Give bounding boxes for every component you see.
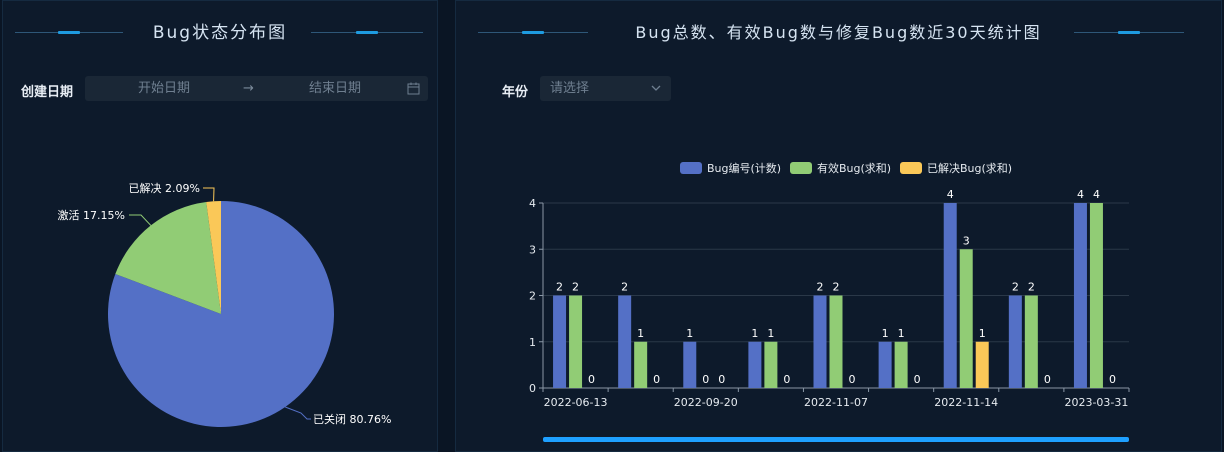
bar-value-label: 4 [947, 188, 954, 201]
bar-value-label: 1 [979, 327, 986, 340]
pie-slice-label: 已解决 2.09% [129, 181, 200, 195]
bar[interactable] [975, 341, 989, 388]
bar-value-label: 0 [653, 373, 660, 386]
end-date-input[interactable]: 结束日期 [309, 81, 362, 96]
y-tick-label: 0 [529, 382, 536, 395]
panel-title: Bug状态分布图 [152, 23, 288, 43]
bar-value-label: 1 [898, 327, 905, 340]
bar[interactable] [764, 341, 778, 388]
pie-slice-label: 激活 17.15% [58, 208, 125, 222]
bar-value-label: 1 [767, 327, 774, 340]
title-decoration-right [311, 31, 423, 34]
bar[interactable] [813, 295, 827, 389]
bar-value-label: 1 [751, 327, 758, 340]
pie-leader-line [129, 214, 152, 226]
bar-value-label: 0 [702, 373, 709, 386]
bar-value-label: 2 [556, 281, 563, 294]
pie-leader-line [203, 187, 215, 202]
bar[interactable] [634, 341, 648, 388]
legend-label[interactable]: 已解决Bug(求和) [927, 161, 1012, 175]
bar-value-label: 4 [1077, 188, 1084, 201]
calendar-icon[interactable] [407, 82, 420, 95]
range-arrow-icon: → [243, 81, 254, 96]
bar[interactable] [878, 341, 892, 388]
legend-label[interactable]: Bug编号(计数) [707, 161, 781, 175]
bug-status-pie-chart: 已关闭 80.76% 激活 17.15% 已解决 2.09% [58, 181, 391, 428]
bar[interactable] [683, 341, 697, 388]
bar[interactable] [829, 295, 843, 389]
bar-value-label: 2 [1028, 281, 1035, 294]
legend-swatch[interactable] [790, 162, 812, 174]
title-decoration-right [1074, 31, 1184, 34]
panel-title-row: Bug状态分布图 [3, 15, 437, 51]
bar-value-label: 2 [572, 281, 579, 294]
bar[interactable] [943, 203, 957, 388]
bar-value-label: 1 [637, 327, 644, 340]
bar[interactable] [1024, 295, 1038, 389]
bug-status-panel: Bug状态分布图 创建日期 开始日期 → 结束日期 已关闭 80.76% 激活 1… [2, 0, 438, 452]
bar[interactable] [959, 249, 973, 388]
bar-value-label: 0 [914, 373, 921, 386]
y-tick-label: 2 [529, 290, 536, 303]
y-tick-label: 4 [529, 197, 536, 210]
bar-value-label: 0 [588, 373, 595, 386]
bar-value-label: 2 [1012, 281, 1019, 294]
panel-title: Bug总数、有效Bug数与修复Bug数近30天统计图 [635, 23, 1042, 42]
bar-value-label: 2 [817, 281, 824, 294]
year-select[interactable]: 请选择 [540, 76, 671, 101]
start-date-input[interactable]: 开始日期 [138, 81, 191, 96]
x-tick-label: 2022-06-13 [544, 396, 608, 409]
date-range-picker[interactable]: 开始日期 → 结束日期 [85, 76, 428, 101]
bar[interactable] [1073, 203, 1087, 388]
x-tick-label: 2022-09-20 [674, 396, 738, 409]
legend-swatch[interactable] [680, 162, 702, 174]
bar[interactable] [618, 295, 632, 389]
x-tick-label: 2022-11-14 [934, 396, 998, 409]
bug-trend-bar-chart: 0 1 2 3 4 2022-06-13 2022-09-20 2022-11-07 2022-… [529, 161, 1130, 409]
bar[interactable] [1008, 295, 1022, 389]
bar[interactable] [894, 341, 908, 388]
pie-slice-label: 已关闭 80.76% [313, 412, 391, 426]
chevron-down-icon[interactable] [651, 85, 661, 92]
title-decoration-left [15, 31, 123, 34]
panel-title-row: Bug总数、有效Bug数与修复Bug数近30天统计图 [456, 15, 1221, 51]
x-tick-label: 2023-03-31 [1064, 396, 1128, 409]
y-tick-label: 3 [529, 243, 536, 256]
legend-label[interactable]: 有效Bug(求和) [817, 161, 891, 175]
bar-value-label: 0 [718, 373, 725, 386]
bar-value-label: 1 [686, 327, 693, 340]
y-tick-label: 1 [529, 336, 536, 349]
created-date-label: 创建日期 [21, 85, 74, 100]
year-label: 年份 [502, 85, 529, 100]
x-tick-label: 2022-11-07 [804, 396, 868, 409]
bar[interactable] [553, 295, 567, 389]
bar-value-label: 0 [849, 373, 856, 386]
bar-value-label: 1 [882, 327, 889, 340]
bar-value-label: 0 [1044, 373, 1051, 386]
bar-value-label: 0 [1109, 373, 1116, 386]
pie-leader-line [285, 406, 311, 420]
pie-slice[interactable] [108, 201, 334, 428]
title-decoration-left [478, 31, 588, 34]
bar[interactable] [569, 295, 583, 389]
bar[interactable] [1089, 203, 1103, 388]
pie-slice[interactable] [115, 201, 221, 314]
bug-trend-panel: Bug总数、有效Bug数与修复Bug数近30天统计图 年份 请选择 0 1 2 3 4 2… [455, 0, 1222, 452]
pie-slice[interactable] [206, 201, 221, 314]
bar-value-label: 4 [1093, 188, 1100, 201]
bar[interactable] [748, 341, 762, 388]
bar-value-label: 2 [621, 281, 628, 294]
chart-scroll-bar[interactable] [543, 437, 1129, 442]
bar-value-label: 0 [783, 373, 790, 386]
bar-value-label: 2 [833, 281, 840, 294]
bar-value-label: 3 [963, 234, 970, 247]
legend-swatch[interactable] [900, 162, 922, 174]
year-select-placeholder: 请选择 [550, 81, 590, 96]
